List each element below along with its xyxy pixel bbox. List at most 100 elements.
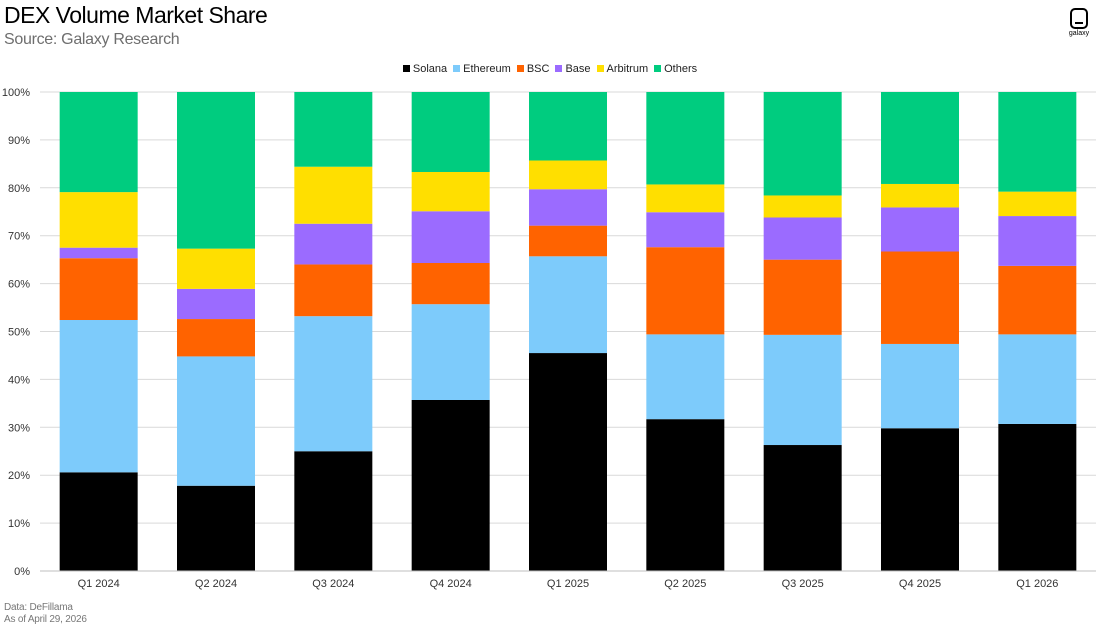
bar-solana-q2-2025 <box>646 419 725 571</box>
bar-bsc-q1-2024 <box>59 258 138 321</box>
bar-others-q3-2025 <box>763 92 842 196</box>
bar-base-q1-2024 <box>59 247 138 259</box>
legend-label: Others <box>664 63 698 75</box>
legend-label: Arbitrum <box>606 63 649 75</box>
bar-bsc-q4-2024 <box>411 263 490 305</box>
bar-bsc-q2-2025 <box>646 247 725 335</box>
y-tick-label: 10% <box>8 518 30 530</box>
bar-solana-q2-2024 <box>177 485 255 571</box>
bar-others-q2-2025 <box>646 92 725 185</box>
legend-label: Solana <box>412 63 448 75</box>
y-tick-label: 100% <box>2 87 30 99</box>
bar-bsc-q1-2026 <box>998 265 1077 335</box>
x-tick-label: Q3 2025 <box>782 578 824 590</box>
bar-others-q3-2024 <box>294 92 373 167</box>
x-tick-label: Q1 2025 <box>547 578 589 590</box>
bar-arbitrum-q1-2025 <box>529 160 607 190</box>
y-tick-label: 90% <box>8 135 30 147</box>
y-tick-label: 20% <box>8 470 30 482</box>
bar-ethereum-q3-2024 <box>294 316 373 452</box>
bar-arbitrum-q4-2025 <box>881 183 959 208</box>
bar-solana-q4-2025 <box>881 428 959 571</box>
bar-solana-q1-2026 <box>998 423 1077 571</box>
bar-others-q1-2026 <box>998 92 1077 192</box>
galaxy-logo-icon <box>1070 8 1088 29</box>
bar-base-q3-2024 <box>294 223 373 265</box>
y-tick-label: 50% <box>8 327 30 339</box>
as-of-date-note: As of April 29, 2026 <box>4 614 87 625</box>
legend-item-bsc: BSC <box>516 63 550 75</box>
bar-others-q4-2024 <box>411 92 490 172</box>
y-tick-label: 30% <box>8 422 30 434</box>
bar-base-q2-2025 <box>646 212 725 248</box>
legend-item-ethereum: Ethereum <box>453 63 511 75</box>
bar-base-q2-2024 <box>177 288 255 320</box>
legend-swatch-bsc <box>516 65 524 72</box>
bar-arbitrum-q4-2024 <box>411 171 490 212</box>
legend-item-others: Others <box>654 63 697 75</box>
legend-swatch-arbitrum <box>596 65 604 72</box>
bar-solana-q3-2025 <box>763 445 842 571</box>
chart-footer: Data: DeFillama As of April 29, 2026 <box>4 602 87 626</box>
galaxy-logo: galaxy <box>1066 8 1092 37</box>
bar-solana-q1-2025 <box>529 353 607 571</box>
y-tick-label: 70% <box>8 231 30 243</box>
bar-ethereum-q3-2025 <box>763 334 842 446</box>
bar-arbitrum-q3-2024 <box>294 166 373 224</box>
bar-base-q1-2025 <box>529 189 607 226</box>
bar-arbitrum-q3-2025 <box>763 195 842 218</box>
bar-arbitrum-q2-2024 <box>177 248 255 289</box>
bar-bsc-q1-2025 <box>529 225 607 257</box>
legend-swatch-ethereum <box>453 65 461 72</box>
x-tick-label: Q1 2024 <box>78 578 120 590</box>
bar-solana-q1-2024 <box>59 472 138 571</box>
bar-arbitrum-q1-2024 <box>59 192 138 248</box>
logo-text: galaxy <box>1068 30 1090 37</box>
bar-solana-q3-2024 <box>294 451 373 571</box>
bar-base-q4-2025 <box>881 207 959 252</box>
bar-bsc-q2-2024 <box>177 319 255 357</box>
y-tick-label: 80% <box>8 183 30 195</box>
legend-item-solana: Solana <box>402 63 448 75</box>
legend-label: Base <box>565 63 591 75</box>
bar-ethereum-q1-2026 <box>998 334 1077 424</box>
legend-item-arbitrum: Arbitrum <box>596 63 649 75</box>
chart-subtitle: Source: Galaxy Research <box>4 31 180 48</box>
legend-swatch-base <box>555 65 563 72</box>
legend-label: Ethereum <box>463 63 511 75</box>
bar-ethereum-q1-2024 <box>59 320 138 473</box>
legend-swatch-solana <box>402 65 410 72</box>
bar-bsc-q3-2025 <box>763 259 842 335</box>
x-tick-label: Q2 2024 <box>195 578 237 590</box>
legend-item-base: Base <box>555 63 591 75</box>
bar-ethereum-q4-2024 <box>411 304 490 400</box>
bar-ethereum-q2-2024 <box>177 356 255 486</box>
x-tick-label: Q2 2025 <box>664 578 706 590</box>
bar-arbitrum-q1-2026 <box>998 191 1077 217</box>
bar-base-q3-2025 <box>763 217 842 260</box>
bar-ethereum-q2-2025 <box>646 334 725 420</box>
bar-others-q4-2025 <box>881 92 959 184</box>
bar-ethereum-q4-2025 <box>881 343 959 429</box>
bar-base-q1-2026 <box>998 216 1077 266</box>
bar-base-q4-2024 <box>411 211 490 264</box>
bar-others-q2-2024 <box>177 92 255 249</box>
bar-ethereum-q1-2025 <box>529 256 607 354</box>
x-tick-label: Q3 2024 <box>312 578 354 590</box>
y-tick-label: 40% <box>8 374 30 386</box>
bar-bsc-q4-2025 <box>881 251 959 344</box>
x-tick-label: Q4 2025 <box>899 578 941 590</box>
legend-swatch-others <box>654 65 662 72</box>
x-tick-label: Q1 2026 <box>1016 578 1058 590</box>
x-tick-label: Q4 2024 <box>430 578 472 590</box>
bar-solana-q4-2024 <box>411 399 490 571</box>
bar-others-q1-2024 <box>59 92 138 193</box>
legend-label: BSC <box>526 63 550 75</box>
data-source-note: Data: DeFillama <box>4 602 73 613</box>
bar-arbitrum-q2-2025 <box>646 184 725 213</box>
chart-title: DEX Volume Market Share <box>4 2 268 28</box>
bar-bsc-q3-2024 <box>294 264 373 317</box>
y-tick-label: 60% <box>8 279 30 291</box>
y-tick-label: 0% <box>14 566 30 578</box>
